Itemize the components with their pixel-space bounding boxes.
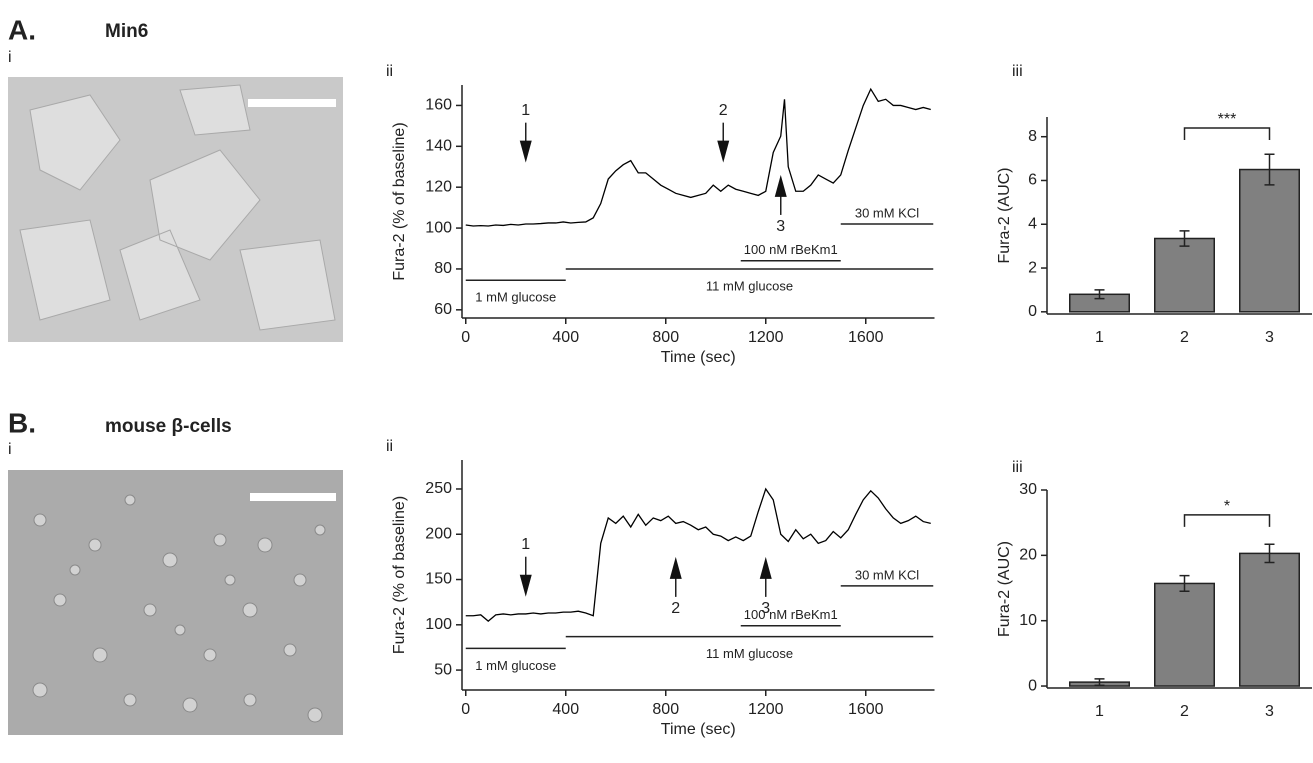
arrow-label: 2 xyxy=(719,102,728,119)
condition-label: 1 mM glucose xyxy=(475,658,556,673)
x-tick-label: 1600 xyxy=(848,701,884,718)
x-tick-label: 2 xyxy=(1180,329,1189,346)
error-bar xyxy=(1179,230,1190,247)
x-tick-label: 1600 xyxy=(848,329,884,346)
sub-label: ii xyxy=(386,438,393,455)
condition-label: 30 mM KCl xyxy=(855,567,919,582)
x-tick-label: 0 xyxy=(461,329,470,346)
trace xyxy=(465,487,931,623)
x-tick-label: 800 xyxy=(652,701,679,718)
arrow-label: 1 xyxy=(521,536,530,553)
y-tick-label: 100 xyxy=(425,616,452,633)
error-bar xyxy=(1179,574,1190,593)
bar xyxy=(1154,582,1215,687)
error-bar xyxy=(1264,543,1275,564)
y-tick-label: 0 xyxy=(1028,677,1037,694)
arrow-head xyxy=(519,574,532,597)
bar xyxy=(1239,552,1300,687)
x-axis-label: Time (sec) xyxy=(661,721,736,738)
y-tick-label: 250 xyxy=(425,480,452,497)
x-tick-label: 3 xyxy=(1265,329,1274,346)
x-tick-label: 1200 xyxy=(748,701,784,718)
y-tick-label: 30 xyxy=(1019,481,1037,498)
x-tick-label: 1 xyxy=(1095,703,1104,720)
sub-label: iii xyxy=(1012,63,1023,80)
y-tick-label: 0 xyxy=(1028,303,1037,320)
arrow-head xyxy=(774,174,787,197)
sub-label: i xyxy=(8,49,12,66)
y-tick-label: 80 xyxy=(434,260,452,277)
y-tick-label: 160 xyxy=(425,97,452,114)
significance-bracket xyxy=(1183,127,1271,140)
panel-title: Min6 xyxy=(105,21,148,42)
panel-letter: B. xyxy=(8,407,36,438)
error-bar xyxy=(1264,153,1275,186)
y-axis-label: Fura-2 (% of baseline) xyxy=(391,496,408,654)
arrow-head xyxy=(669,556,682,579)
arrow-label: 3 xyxy=(761,600,770,617)
y-tick-label: 140 xyxy=(425,138,452,155)
y-axis-label: Fura-2 (AUC) xyxy=(996,541,1013,637)
error-bar xyxy=(1094,289,1105,300)
significance-bracket xyxy=(1183,514,1271,527)
sub-label: i xyxy=(8,441,12,458)
y-tick-label: 100 xyxy=(425,219,452,236)
sub-label: ii xyxy=(386,63,393,80)
y-tick-label: 10 xyxy=(1019,612,1037,629)
y-axis-label: Fura-2 (% of baseline) xyxy=(391,122,408,280)
x-tick-label: 400 xyxy=(552,329,579,346)
sub-label: iii xyxy=(1012,459,1023,476)
micrograph xyxy=(8,470,343,735)
panel-letter: A. xyxy=(8,14,36,45)
condition-label: 30 mM KCl xyxy=(855,205,919,220)
x-tick-label: 800 xyxy=(652,329,679,346)
y-tick-label: 120 xyxy=(425,178,452,195)
y-tick-label: 60 xyxy=(434,301,452,318)
x-tick-label: 400 xyxy=(552,701,579,718)
y-tick-label: 50 xyxy=(434,661,452,678)
x-tick-label: 0 xyxy=(461,701,470,718)
arrow-label: 3 xyxy=(776,218,785,235)
bar xyxy=(1239,168,1300,313)
trace xyxy=(465,87,931,227)
bar xyxy=(1154,237,1215,313)
panel-title: mouse β-cells xyxy=(105,416,232,437)
y-tick-label: 200 xyxy=(425,525,452,542)
x-tick-label: 2 xyxy=(1180,703,1189,720)
arrow-head xyxy=(759,556,772,579)
x-tick-label: 3 xyxy=(1265,703,1274,720)
significance-label: * xyxy=(1224,498,1230,515)
y-tick-label: 8 xyxy=(1028,128,1037,145)
error-bar xyxy=(1094,678,1105,687)
y-tick-label: 150 xyxy=(425,571,452,588)
arrow-label: 2 xyxy=(671,600,680,617)
arrow-label: 1 xyxy=(521,102,530,119)
condition-label: 100 nM rBeKm1 xyxy=(744,607,838,622)
y-tick-label: 6 xyxy=(1028,172,1037,189)
y-tick-label: 20 xyxy=(1019,547,1037,564)
micrograph xyxy=(8,77,343,342)
x-tick-label: 1 xyxy=(1095,329,1104,346)
significance-label: *** xyxy=(1218,111,1237,128)
condition-label: 1 mM glucose xyxy=(475,290,556,305)
y-tick-label: 4 xyxy=(1028,215,1037,232)
x-tick-label: 1200 xyxy=(748,329,784,346)
x-axis-label: Time (sec) xyxy=(661,349,736,366)
condition-label: 11 mM glucose xyxy=(706,278,793,293)
arrow-head xyxy=(519,140,532,163)
arrow-head xyxy=(717,140,730,163)
condition-label: 11 mM glucose xyxy=(706,646,793,661)
y-axis-label: Fura-2 (AUC) xyxy=(996,167,1013,263)
y-tick-label: 2 xyxy=(1028,259,1037,276)
condition-label: 100 nM rBeKm1 xyxy=(744,242,838,257)
